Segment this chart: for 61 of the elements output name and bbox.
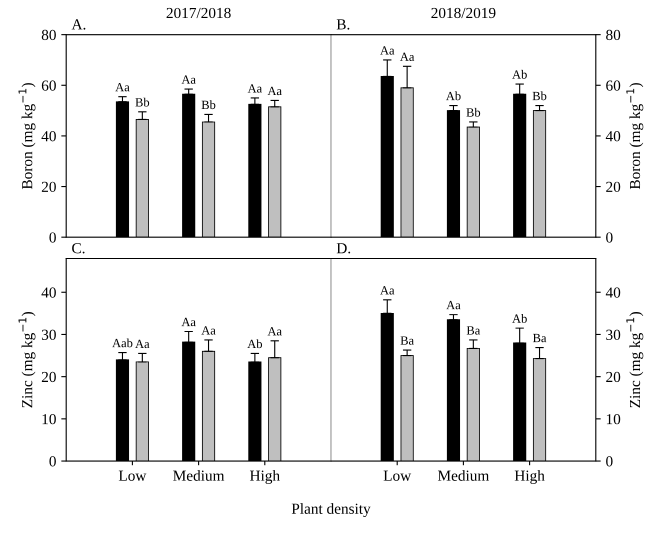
text: D. bbox=[336, 243, 350, 254]
text: A. bbox=[72, 19, 86, 30]
data-label: Aa bbox=[268, 86, 282, 96]
y-axis-title: Boron (mg kg$^{−1}$) bbox=[18, 83, 36, 190]
data-label: Ba bbox=[400, 336, 414, 345]
y-tick-label: 0 bbox=[606, 232, 613, 243]
y-tick-label: 20 bbox=[606, 372, 620, 382]
x-axis-title: Plant density bbox=[292, 503, 371, 518]
data-label: Bb bbox=[202, 100, 216, 110]
data-label: Ba bbox=[532, 334, 546, 342]
y-tick-label: 20 bbox=[42, 182, 56, 192]
data-label: Ba bbox=[466, 326, 480, 335]
data-label: Aa bbox=[248, 84, 262, 93]
x-tick-label: Low bbox=[384, 470, 412, 481]
y-tick-label: 40 bbox=[606, 131, 620, 142]
data-label: Aa bbox=[201, 326, 216, 335]
data-label: Aab bbox=[112, 338, 132, 348]
y-tick-label: 20 bbox=[42, 372, 56, 382]
y-axis-title: Zinc (mg kg$^{−1}$) bbox=[18, 312, 36, 408]
y-tick-label: 80 bbox=[606, 30, 620, 40]
text: B. bbox=[336, 19, 350, 30]
data-label: Aa bbox=[115, 82, 130, 92]
y-tick-label: 10 bbox=[42, 414, 56, 424]
y-tick-label: 40 bbox=[42, 131, 56, 142]
y-tick-label: 10 bbox=[606, 414, 620, 424]
chart-title: 2017/2018 bbox=[166, 8, 231, 18]
y-tick-label: 80 bbox=[42, 30, 56, 40]
y-axis-title: Boron (mg kg$^{−1}$) bbox=[626, 83, 644, 190]
y-tick-label: 60 bbox=[606, 80, 620, 91]
x-tick-label: Low bbox=[118, 470, 146, 481]
y-tick-label: 20 bbox=[606, 182, 620, 192]
data-label: Ab bbox=[446, 91, 461, 100]
y-tick-label: 30 bbox=[606, 330, 620, 340]
data-label: Aa bbox=[380, 286, 394, 295]
data-label: Aa bbox=[400, 52, 414, 61]
text: C. bbox=[72, 243, 84, 254]
data-label: Aa bbox=[182, 75, 196, 84]
data-label: Aa bbox=[446, 300, 461, 310]
data-label: Aa bbox=[268, 327, 282, 336]
y-axis-title: Zinc (mg kg$^{−1}$) bbox=[626, 312, 644, 408]
y-tick-label: 40 bbox=[606, 287, 620, 298]
data-label: Aa bbox=[135, 340, 150, 348]
x-tick-label: Medium bbox=[173, 470, 224, 481]
data-label: Bb bbox=[135, 98, 150, 107]
data-label: Ab bbox=[247, 339, 262, 348]
y-tick-label: 0 bbox=[606, 456, 613, 466]
data-label: Bb bbox=[466, 108, 480, 117]
data-label: Bb bbox=[532, 91, 546, 100]
data-label: Ab bbox=[512, 314, 527, 323]
y-tick-label: 0 bbox=[49, 232, 56, 243]
x-tick-label: High bbox=[514, 470, 545, 484]
data-label: Aa bbox=[380, 46, 394, 55]
x-tick-label: Medium bbox=[438, 470, 490, 481]
data-label: Aa bbox=[182, 318, 196, 326]
data-label: Ab bbox=[512, 70, 527, 79]
y-tick-label: 30 bbox=[42, 330, 56, 340]
y-tick-label: 0 bbox=[49, 456, 56, 466]
y-tick-label: 60 bbox=[42, 80, 56, 91]
y-tick-label: 40 bbox=[42, 287, 56, 298]
chart-title: 2018/2019 bbox=[431, 8, 496, 18]
x-tick-label: High bbox=[250, 470, 280, 484]
